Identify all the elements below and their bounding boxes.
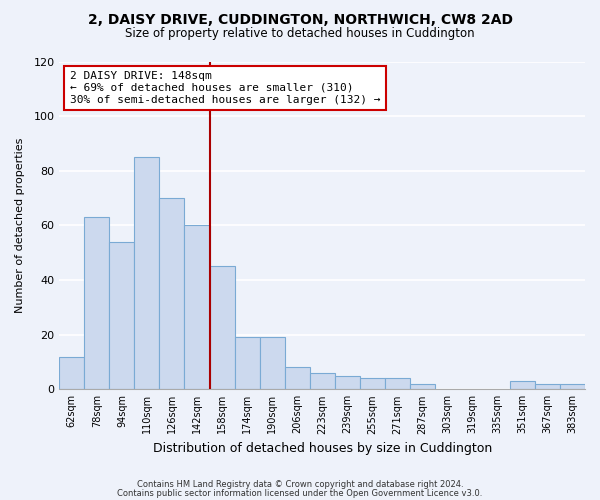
- X-axis label: Distribution of detached houses by size in Cuddington: Distribution of detached houses by size …: [152, 442, 492, 455]
- Text: Contains HM Land Registry data © Crown copyright and database right 2024.: Contains HM Land Registry data © Crown c…: [137, 480, 463, 489]
- Bar: [160, 198, 184, 390]
- Text: 2 DAISY DRIVE: 148sqm
← 69% of detached houses are smaller (310)
30% of semi-det: 2 DAISY DRIVE: 148sqm ← 69% of detached …: [70, 72, 380, 104]
- Bar: [284, 368, 310, 390]
- Text: Size of property relative to detached houses in Cuddington: Size of property relative to detached ho…: [125, 28, 475, 40]
- Bar: [134, 157, 160, 390]
- Bar: [184, 226, 209, 390]
- Bar: [85, 217, 109, 390]
- Bar: [209, 266, 235, 390]
- Bar: [235, 338, 260, 390]
- Bar: [335, 376, 360, 390]
- Bar: [510, 381, 535, 390]
- Bar: [109, 242, 134, 390]
- Text: Contains public sector information licensed under the Open Government Licence v3: Contains public sector information licen…: [118, 488, 482, 498]
- Bar: [360, 378, 385, 390]
- Y-axis label: Number of detached properties: Number of detached properties: [15, 138, 25, 313]
- Bar: [535, 384, 560, 390]
- Bar: [260, 338, 284, 390]
- Bar: [310, 373, 335, 390]
- Bar: [59, 356, 85, 390]
- Text: 2, DAISY DRIVE, CUDDINGTON, NORTHWICH, CW8 2AD: 2, DAISY DRIVE, CUDDINGTON, NORTHWICH, C…: [88, 12, 512, 26]
- Bar: [560, 384, 585, 390]
- Bar: [385, 378, 410, 390]
- Bar: [410, 384, 435, 390]
